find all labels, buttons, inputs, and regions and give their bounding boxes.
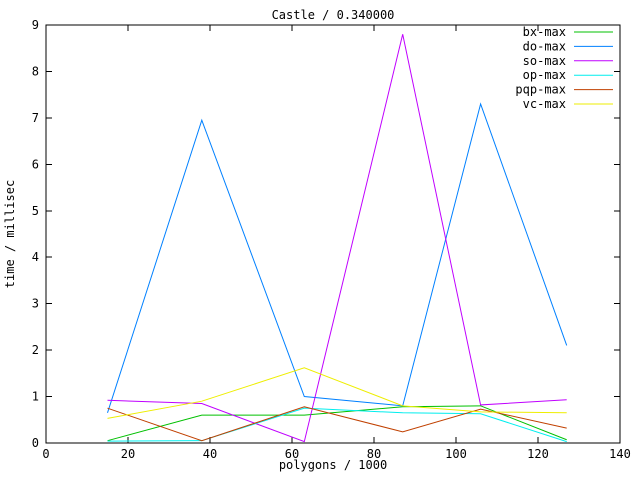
y-tick-label: 1 — [32, 390, 39, 404]
legend-label-so-max: so-max — [523, 54, 566, 68]
legend-label-do-max: do-max — [523, 39, 566, 53]
y-tick-label: 0 — [32, 436, 39, 450]
series-lines — [107, 34, 568, 443]
x-tick-label: 100 — [445, 447, 467, 461]
x-tick-label: 20 — [121, 447, 135, 461]
series-line-op-max — [107, 407, 567, 443]
x-tick-label: 80 — [367, 447, 381, 461]
series-line-so-max — [107, 34, 567, 443]
series-line-bx-max — [107, 405, 567, 442]
y-tick-label: 4 — [32, 250, 39, 264]
legend-label-op-max: op-max — [523, 68, 566, 82]
plot-frame — [45, 24, 621, 444]
plot-frame-group — [45, 24, 621, 444]
series-line-do-max — [107, 102, 568, 413]
y-tick-label: 8 — [32, 64, 39, 78]
y-tick-label: 3 — [32, 297, 39, 311]
legend-label-pqp-max: pqp-max — [515, 83, 566, 97]
axis-ticks-group — [45, 24, 621, 444]
y-tick-label: 7 — [32, 111, 39, 125]
y-tick-label: 9 — [32, 18, 39, 32]
x-axis-label: polygons / 1000 — [279, 458, 387, 472]
y-tick-label: 6 — [32, 157, 39, 171]
y-tick-label: 2 — [32, 343, 39, 357]
y-axis-label: time / millisec — [3, 180, 17, 288]
x-tick-label: 40 — [203, 447, 217, 461]
legend-label-vc-max: vc-max — [523, 97, 566, 111]
x-tick-label: 140 — [609, 447, 631, 461]
y-tick-label: 5 — [32, 204, 39, 218]
series-line-vc-max — [107, 367, 567, 419]
x-tick-label: 0 — [42, 447, 49, 461]
legend-label-bx-max: bx-max — [523, 25, 566, 39]
chart-title: Castle / 0.340000 — [272, 8, 395, 22]
x-tick-label: 120 — [527, 447, 549, 461]
x-tick-label: 60 — [285, 447, 299, 461]
tick-labels-group: 0 20 40 60 80 100 120 140 0 1 2 3 4 5 6 7 8 9 — [32, 18, 631, 461]
